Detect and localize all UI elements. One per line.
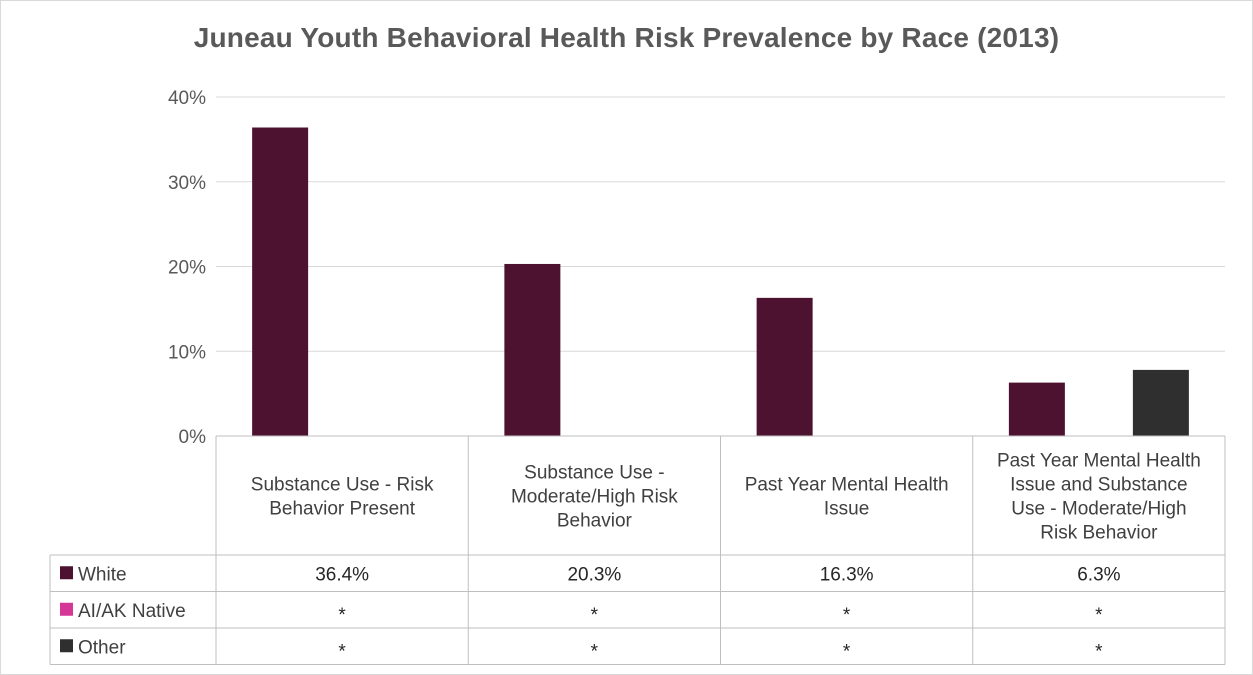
category-label: Risk Behavior <box>1040 523 1158 544</box>
table-cell: * <box>591 605 599 626</box>
table-cell: 36.4% <box>315 564 369 585</box>
bar-white <box>1008 382 1065 436</box>
table-cell: * <box>1095 605 1103 626</box>
table-cell: * <box>1095 641 1103 662</box>
table-cell: 6.3% <box>1077 564 1120 585</box>
legend-label: AI/AK Native <box>78 601 186 622</box>
y-tick-label: 10% <box>168 342 206 363</box>
table-cell: * <box>591 641 599 662</box>
y-tick-label: 20% <box>168 258 206 279</box>
bar-other <box>1132 369 1189 436</box>
category-label: Substance Use - <box>524 463 664 484</box>
category-label: Substance Use - Risk <box>251 475 434 496</box>
table-cell: * <box>843 641 851 662</box>
table-cell: * <box>843 605 851 626</box>
category-label: Behavior <box>557 511 633 532</box>
y-tick-label: 40% <box>168 88 206 109</box>
legend-swatch <box>60 639 73 653</box>
bar-white <box>504 263 561 436</box>
category-label: Past Year Mental Health <box>745 475 949 496</box>
category-label: Issue and Substance <box>1010 475 1187 496</box>
y-tick-label: 0% <box>179 427 207 448</box>
chart-title: Juneau Youth Behavioral Health Risk Prev… <box>193 22 1060 53</box>
legend-swatch <box>60 566 73 580</box>
category-label: Past Year Mental Health <box>997 451 1201 472</box>
table-cell: * <box>338 641 346 662</box>
category-label: Moderate/High Risk <box>511 487 678 508</box>
legend-label: Other <box>78 637 126 658</box>
category-label: Use - Moderate/High <box>1011 499 1186 520</box>
legend-label: White <box>78 564 127 585</box>
category-label: Issue <box>824 499 869 520</box>
table-cell: 16.3% <box>820 564 874 585</box>
category-label: Behavior Present <box>269 499 415 520</box>
bar-white <box>252 127 309 436</box>
table-cell: 20.3% <box>567 564 621 585</box>
table-cell: * <box>338 605 346 626</box>
bar-white <box>756 297 813 436</box>
legend-swatch <box>60 602 73 616</box>
y-tick-label: 30% <box>168 173 206 194</box>
